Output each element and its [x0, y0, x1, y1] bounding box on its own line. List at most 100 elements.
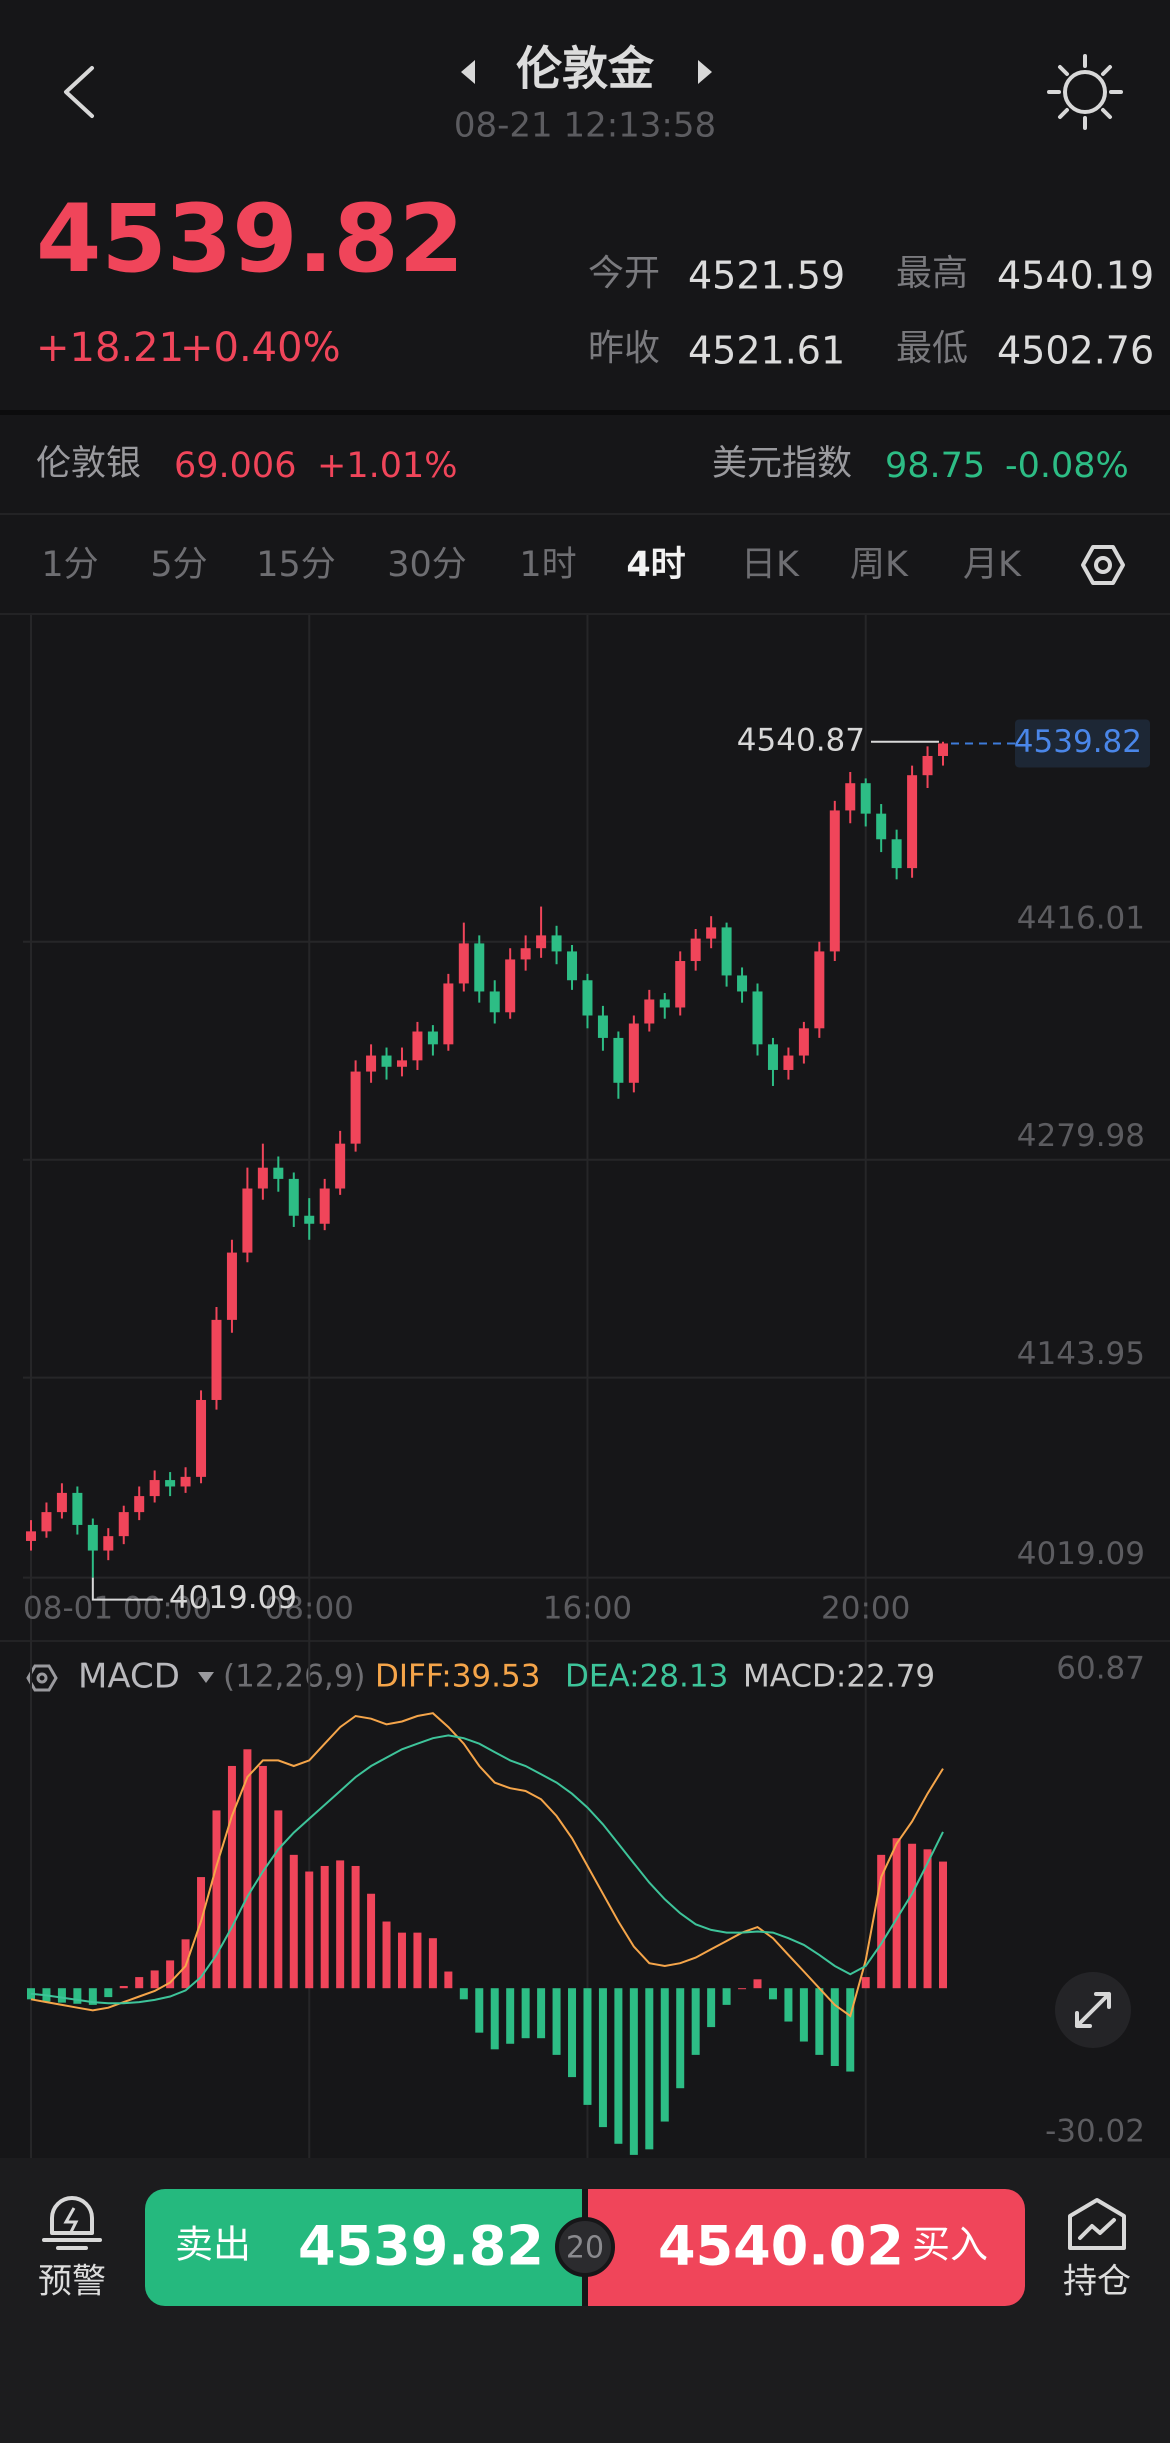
macd-bar [119, 1985, 128, 1989]
macd-bar [598, 1988, 607, 2128]
timeframe-tab[interactable]: 日K [741, 545, 800, 585]
positions-button[interactable] [1068, 2198, 1126, 2250]
related-name[interactable]: 美元指数 [712, 444, 852, 484]
price-change: +18.21 [36, 325, 184, 371]
timestamp: 08-21 12:13:58 [454, 106, 716, 146]
macd-bar [367, 1893, 376, 1989]
candle-body [891, 839, 902, 869]
related-change: +1.01% [317, 446, 458, 486]
prev-arrow[interactable] [461, 60, 475, 84]
y-tick-label: 60.87 [1056, 1651, 1145, 1687]
macd-bar [629, 1988, 638, 2155]
candle-body [907, 775, 918, 869]
macd-bar [444, 1971, 453, 1989]
indicator-settings[interactable] [26, 1664, 58, 1692]
macd-bar [397, 1932, 406, 1989]
candle-body [165, 1480, 176, 1487]
x-tick-label: 16:00 [543, 1591, 632, 1627]
candle-body [56, 1492, 67, 1513]
sell-price: 4539.82 [298, 2215, 544, 2278]
timeframe-tab[interactable]: 周K [850, 545, 909, 585]
macd-bar [197, 1877, 206, 1989]
low-label: 4019.09 [169, 1580, 297, 1616]
x-tick-label: 08-01 00:00 [23, 1591, 212, 1627]
macd-bar [150, 1970, 159, 1989]
next-arrow[interactable] [698, 60, 712, 84]
timeframe-tab[interactable]: 5分 [150, 545, 207, 585]
candle-body [798, 1028, 809, 1056]
macd-bar [212, 1810, 221, 1989]
divider [0, 410, 1170, 415]
candle-body [366, 1055, 377, 1072]
macd-bar [428, 1938, 437, 1989]
macd-bar [768, 1988, 777, 2000]
candle-body [211, 1319, 222, 1400]
macd-bar [722, 1988, 731, 2005]
theme-toggle[interactable] [1047, 54, 1123, 130]
indicator-dropdown[interactable] [198, 1672, 214, 1683]
macd-bar [289, 1854, 298, 1989]
macd-bar [892, 1838, 901, 1989]
candle-body [273, 1167, 284, 1179]
expand-button[interactable] [1055, 1972, 1131, 2048]
timeframe-tab[interactable]: 15分 [256, 545, 336, 585]
chart-settings[interactable] [1081, 545, 1125, 585]
candle-body [489, 991, 500, 1013]
macd-bar [738, 1988, 747, 1990]
high-label: 4540.87 [737, 722, 865, 758]
candle-body [87, 1524, 98, 1551]
candle-body [659, 999, 670, 1008]
timeframe-tab[interactable]: 1分 [41, 545, 98, 585]
stat-label: 昨收 [588, 328, 660, 369]
last-price-tag [1015, 719, 1150, 768]
candle-body [26, 1531, 36, 1541]
timeframe-tab[interactable]: 月K [963, 545, 1022, 585]
indicator-name[interactable]: MACD [78, 1657, 180, 1697]
back-button[interactable] [64, 66, 94, 118]
macd-bar [846, 1988, 855, 2072]
related-name[interactable]: 伦敦银 [36, 444, 141, 484]
candle-body [520, 948, 531, 960]
candle-body [242, 1188, 253, 1253]
macd-bar [88, 1988, 97, 2005]
macd-bar [506, 1988, 515, 2044]
buy-button[interactable] [585, 2189, 1025, 2306]
price-change-percent: +0.40% [180, 325, 341, 371]
legend-entry: DIFF:39.53 [375, 1659, 540, 1695]
indicator-params: (12,26,9) [223, 1659, 366, 1695]
sell-button[interactable] [145, 2189, 585, 2306]
macd-bar [305, 1871, 314, 1989]
macd-bar [707, 1988, 716, 2028]
macd-bar [830, 1988, 839, 2066]
candle-body [938, 743, 948, 756]
macd-bar [104, 1988, 113, 1998]
macd-bar [660, 1988, 669, 2122]
macd-bar [243, 1749, 252, 1989]
candle-body [412, 1031, 423, 1061]
timeframe-tab[interactable]: 1时 [519, 545, 576, 585]
timeframe-tab[interactable]: 4时 [626, 545, 685, 585]
candle-body [783, 1055, 794, 1070]
candle-body [226, 1252, 237, 1320]
last-price: 4539.82 [36, 185, 464, 294]
candle-body [350, 1071, 361, 1144]
candle-body [876, 813, 887, 840]
x-tick-label: 08:00 [265, 1591, 354, 1627]
timeframe-tab[interactable]: 30分 [387, 545, 467, 585]
candle-body [628, 1023, 639, 1083]
alert-button[interactable] [42, 2196, 102, 2250]
macd-bar [614, 1988, 623, 2144]
legend-entry: DEA:28.13 [565, 1659, 728, 1695]
candle-body [613, 1037, 624, 1083]
divider [0, 1640, 1170, 1642]
candle-body [860, 783, 871, 814]
timeframe-tabs: 1分 5分 15分 30分 1时 4时 日K 周K 月K [41, 545, 1022, 585]
macd-bar [537, 1988, 546, 2039]
macd-bar [923, 1849, 932, 1989]
candle-body [72, 1492, 83, 1525]
candle-body [845, 783, 856, 811]
macd-bar [413, 1932, 422, 1989]
stat-value: 4502.76 [997, 329, 1154, 373]
candle-body [103, 1536, 114, 1551]
stat-label: 最低 [896, 328, 968, 369]
